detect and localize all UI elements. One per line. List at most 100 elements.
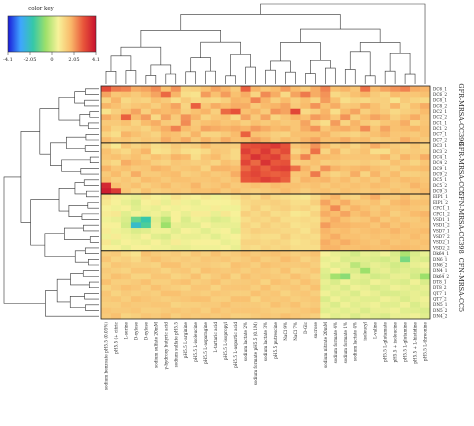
heatmap-cell (210, 262, 221, 269)
heatmap-cell (210, 154, 221, 161)
heatmap-cell (110, 199, 122, 206)
heatmap-cell (260, 131, 271, 138)
heatmap-cell (170, 290, 182, 297)
heatmap-cell (210, 307, 221, 314)
column-dendrogram-branch (305, 73, 316, 84)
heatmap-cell (330, 165, 341, 172)
heatmap-cell (280, 171, 291, 178)
heatmap-cell (240, 176, 251, 183)
heatmap-cell (370, 233, 381, 240)
heatmap-cell (160, 205, 172, 212)
heatmap-cell (160, 114, 172, 121)
heatmap-cell (170, 188, 182, 195)
heatmap-cell (240, 148, 251, 155)
heatmap-cell (340, 137, 351, 144)
heatmap-cell (410, 199, 421, 206)
heatmap-cell (270, 142, 281, 149)
column-label: pH5.5 L-glutamine (403, 321, 408, 361)
heatmap-cell (150, 108, 162, 115)
heatmap-cell (400, 108, 411, 115)
heatmap-cell (160, 301, 172, 308)
heatmap-cell (330, 91, 341, 98)
heatmap-cell (370, 103, 381, 110)
heatmap-cell (140, 148, 152, 155)
row-label: DC3_1 (433, 143, 447, 148)
heatmap-cell (400, 154, 411, 161)
heatmap-cell (360, 307, 371, 314)
row-dendrogram-branch (84, 99, 99, 107)
heatmap-cell (110, 114, 122, 121)
heatmap-cell (360, 313, 371, 320)
heatmap-cell (180, 262, 192, 269)
heatmap-cell (410, 296, 421, 303)
heatmap-cell (160, 307, 172, 314)
heatmap-cell (410, 148, 421, 155)
heatmap-cell (340, 307, 351, 314)
heatmap-cell (220, 273, 231, 280)
heatmap-cell (310, 131, 321, 138)
heatmap-cell (240, 228, 251, 235)
heatmap-cell (230, 222, 241, 229)
heatmap-cell (280, 267, 291, 274)
heatmap-cell (320, 114, 331, 121)
heatmap-cell (310, 142, 321, 149)
heatmap-cell (140, 262, 152, 269)
heatmap-cell (200, 267, 211, 274)
heatmap-cell (230, 262, 241, 269)
heatmap-cell (230, 267, 241, 274)
heatmap-cell (280, 256, 291, 263)
heatmap-cell (260, 188, 271, 195)
row-label: DC1_2 (433, 126, 447, 131)
heatmap-cell (230, 228, 241, 235)
heatmap-cell (130, 114, 142, 121)
heatmap-cell (370, 222, 381, 229)
row-label: DC6_1 (433, 86, 447, 91)
heatmap-cell (210, 193, 221, 200)
heatmap-cell (340, 159, 351, 166)
heatmap-cell (140, 205, 152, 212)
heatmap-cell (160, 290, 172, 297)
row-label: DC8_2 (433, 103, 447, 108)
heatmap-cell (210, 245, 221, 252)
heatmap-cell (360, 108, 371, 115)
heatmap-cell (360, 284, 371, 291)
heatmap-cell (420, 239, 431, 246)
heatmap-cell (240, 171, 251, 178)
heatmap-cell (140, 171, 152, 178)
heatmap-cell (220, 199, 231, 206)
heatmap-cell (270, 199, 281, 206)
heatmap-cell (300, 284, 311, 291)
heatmap-cell (190, 171, 201, 178)
heatmap-cell (300, 205, 311, 212)
heatmap-cell (280, 313, 291, 320)
heatmap-cell (170, 233, 182, 240)
heatmap-cell (350, 154, 361, 161)
heatmap-cell (250, 97, 261, 104)
heatmap-cell (170, 193, 182, 200)
heatmap-cell (260, 171, 271, 178)
heatmap-cell (250, 233, 261, 240)
heatmap-cell (140, 301, 152, 308)
heatmap-cell (310, 245, 321, 252)
heatmap-cell (230, 256, 241, 263)
heatmap-cell (130, 108, 142, 115)
heatmap-cell (350, 301, 361, 308)
heatmap-cell (370, 176, 381, 183)
heatmap-cell (290, 103, 301, 110)
heatmap-cell (420, 125, 431, 132)
heatmap-cell (170, 165, 182, 172)
heatmap-cell (120, 256, 132, 263)
heatmap-cell (160, 245, 172, 252)
heatmap-cell (220, 193, 231, 200)
heatmap-cell (380, 233, 391, 240)
heatmap-cell (420, 307, 431, 314)
heatmap-cell (190, 154, 201, 161)
heatmap-cell (230, 211, 241, 217)
heatmap-cell (190, 142, 201, 149)
heatmap-cell (240, 250, 251, 257)
column-dendrogram-branch (205, 70, 216, 84)
heatmap-cell (370, 148, 381, 155)
heatmap-cell (140, 307, 152, 314)
group-separators (100, 85, 431, 320)
heatmap-cell (370, 273, 381, 280)
